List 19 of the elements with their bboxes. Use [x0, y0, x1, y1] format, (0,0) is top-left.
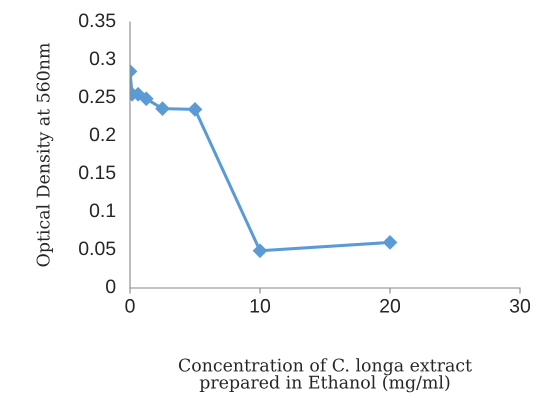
- point: [139, 92, 154, 106]
- x-tick-label: 30: [510, 298, 530, 313]
- y-tick-label: 0.35: [79, 13, 116, 28]
- point: [155, 102, 170, 116]
- point: [188, 102, 202, 116]
- y-tick-label: 0.05: [79, 241, 116, 256]
- point: [382, 235, 398, 250]
- y-tick-label: 0.15: [79, 165, 116, 180]
- y-tick-label: 0.25: [79, 89, 116, 104]
- y-tick-label: 0.3: [90, 51, 116, 66]
- x-axis-title: Concentration of C. longa extract prepared in Ethanol (mg/ml): [178, 358, 472, 392]
- y-tick-label: 0.1: [90, 203, 116, 218]
- y-tick-label: 0.2: [90, 127, 116, 142]
- x-tick-label: 20: [380, 298, 400, 313]
- y-axis-title: Optical Density at 560nm: [36, 43, 54, 266]
- point: [252, 244, 268, 258]
- x-tick-label: 10: [250, 298, 270, 313]
- x-tick-label: 0: [125, 298, 135, 313]
- y-tick-label: 0: [106, 279, 116, 294]
